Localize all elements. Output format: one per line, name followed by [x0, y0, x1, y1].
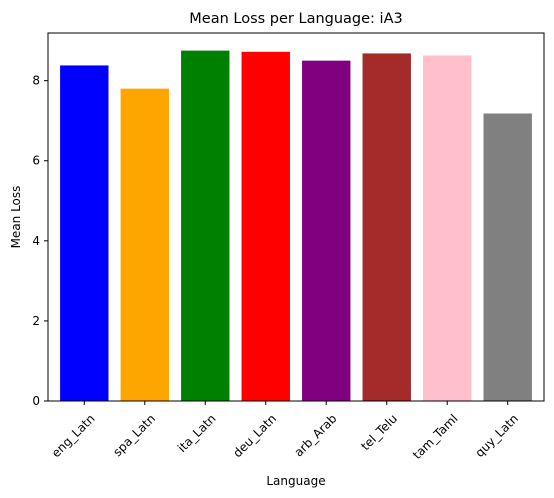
plot-frame — [47, 32, 545, 402]
y-tick-label: 2 — [32, 314, 40, 328]
x-tick-label-ita_Latn: ita_Latn — [175, 411, 219, 455]
x-axis-ticks: eng_Latn spa_Latn ita_Latn deu_Latn arb_Arab… — [49, 401, 521, 462]
bar-deu_Latn — [241, 51, 290, 401]
x-tick-label-spa_Latn: spa_Latn — [110, 411, 158, 459]
x-tick-label-deu_Latn: deu_Latn — [230, 411, 279, 460]
x-tick-label-eng_Latn: eng_Latn — [49, 411, 98, 460]
bars-group — [60, 50, 532, 402]
y-tick-label: 4 — [32, 234, 40, 248]
y-axis-title: Mean Loss — [9, 186, 23, 249]
bar-arb_Arab — [302, 60, 351, 401]
x-tick-label-quy_Latn: quy_Latn — [472, 411, 521, 460]
bar-eng_Latn — [60, 65, 109, 401]
x-tick-label-tam_Taml: tam_Taml — [410, 411, 461, 462]
x-tick-label-arb_Arab: arb_Arab — [291, 411, 339, 459]
x-axis-title: Language — [266, 474, 325, 488]
x-tick-label-tel_Telu: tel_Telu — [358, 411, 400, 453]
y-axis-ticks: 0 2 4 6 8 — [32, 74, 48, 408]
bar-tam_Taml — [423, 55, 472, 402]
bar-quy_Latn — [483, 113, 532, 402]
chart-title: Mean Loss per Language: iA3 — [189, 11, 402, 27]
y-tick-label: 0 — [32, 394, 40, 408]
y-tick-label: 8 — [32, 74, 40, 88]
bar-ita_Latn — [181, 50, 230, 402]
bar-spa_Latn — [120, 88, 169, 401]
bar-tel_Telu — [362, 53, 411, 402]
y-tick-label: 6 — [32, 154, 40, 168]
